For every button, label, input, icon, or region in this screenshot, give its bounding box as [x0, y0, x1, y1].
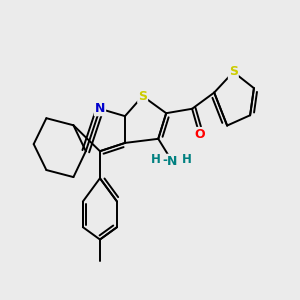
Text: -: - [162, 154, 167, 167]
Text: S: S [138, 90, 147, 103]
Text: N: N [167, 155, 177, 168]
Text: O: O [194, 128, 205, 141]
Text: N: N [95, 102, 105, 115]
Text: H: H [182, 153, 192, 166]
Text: H: H [151, 153, 161, 166]
Text: S: S [229, 65, 238, 79]
